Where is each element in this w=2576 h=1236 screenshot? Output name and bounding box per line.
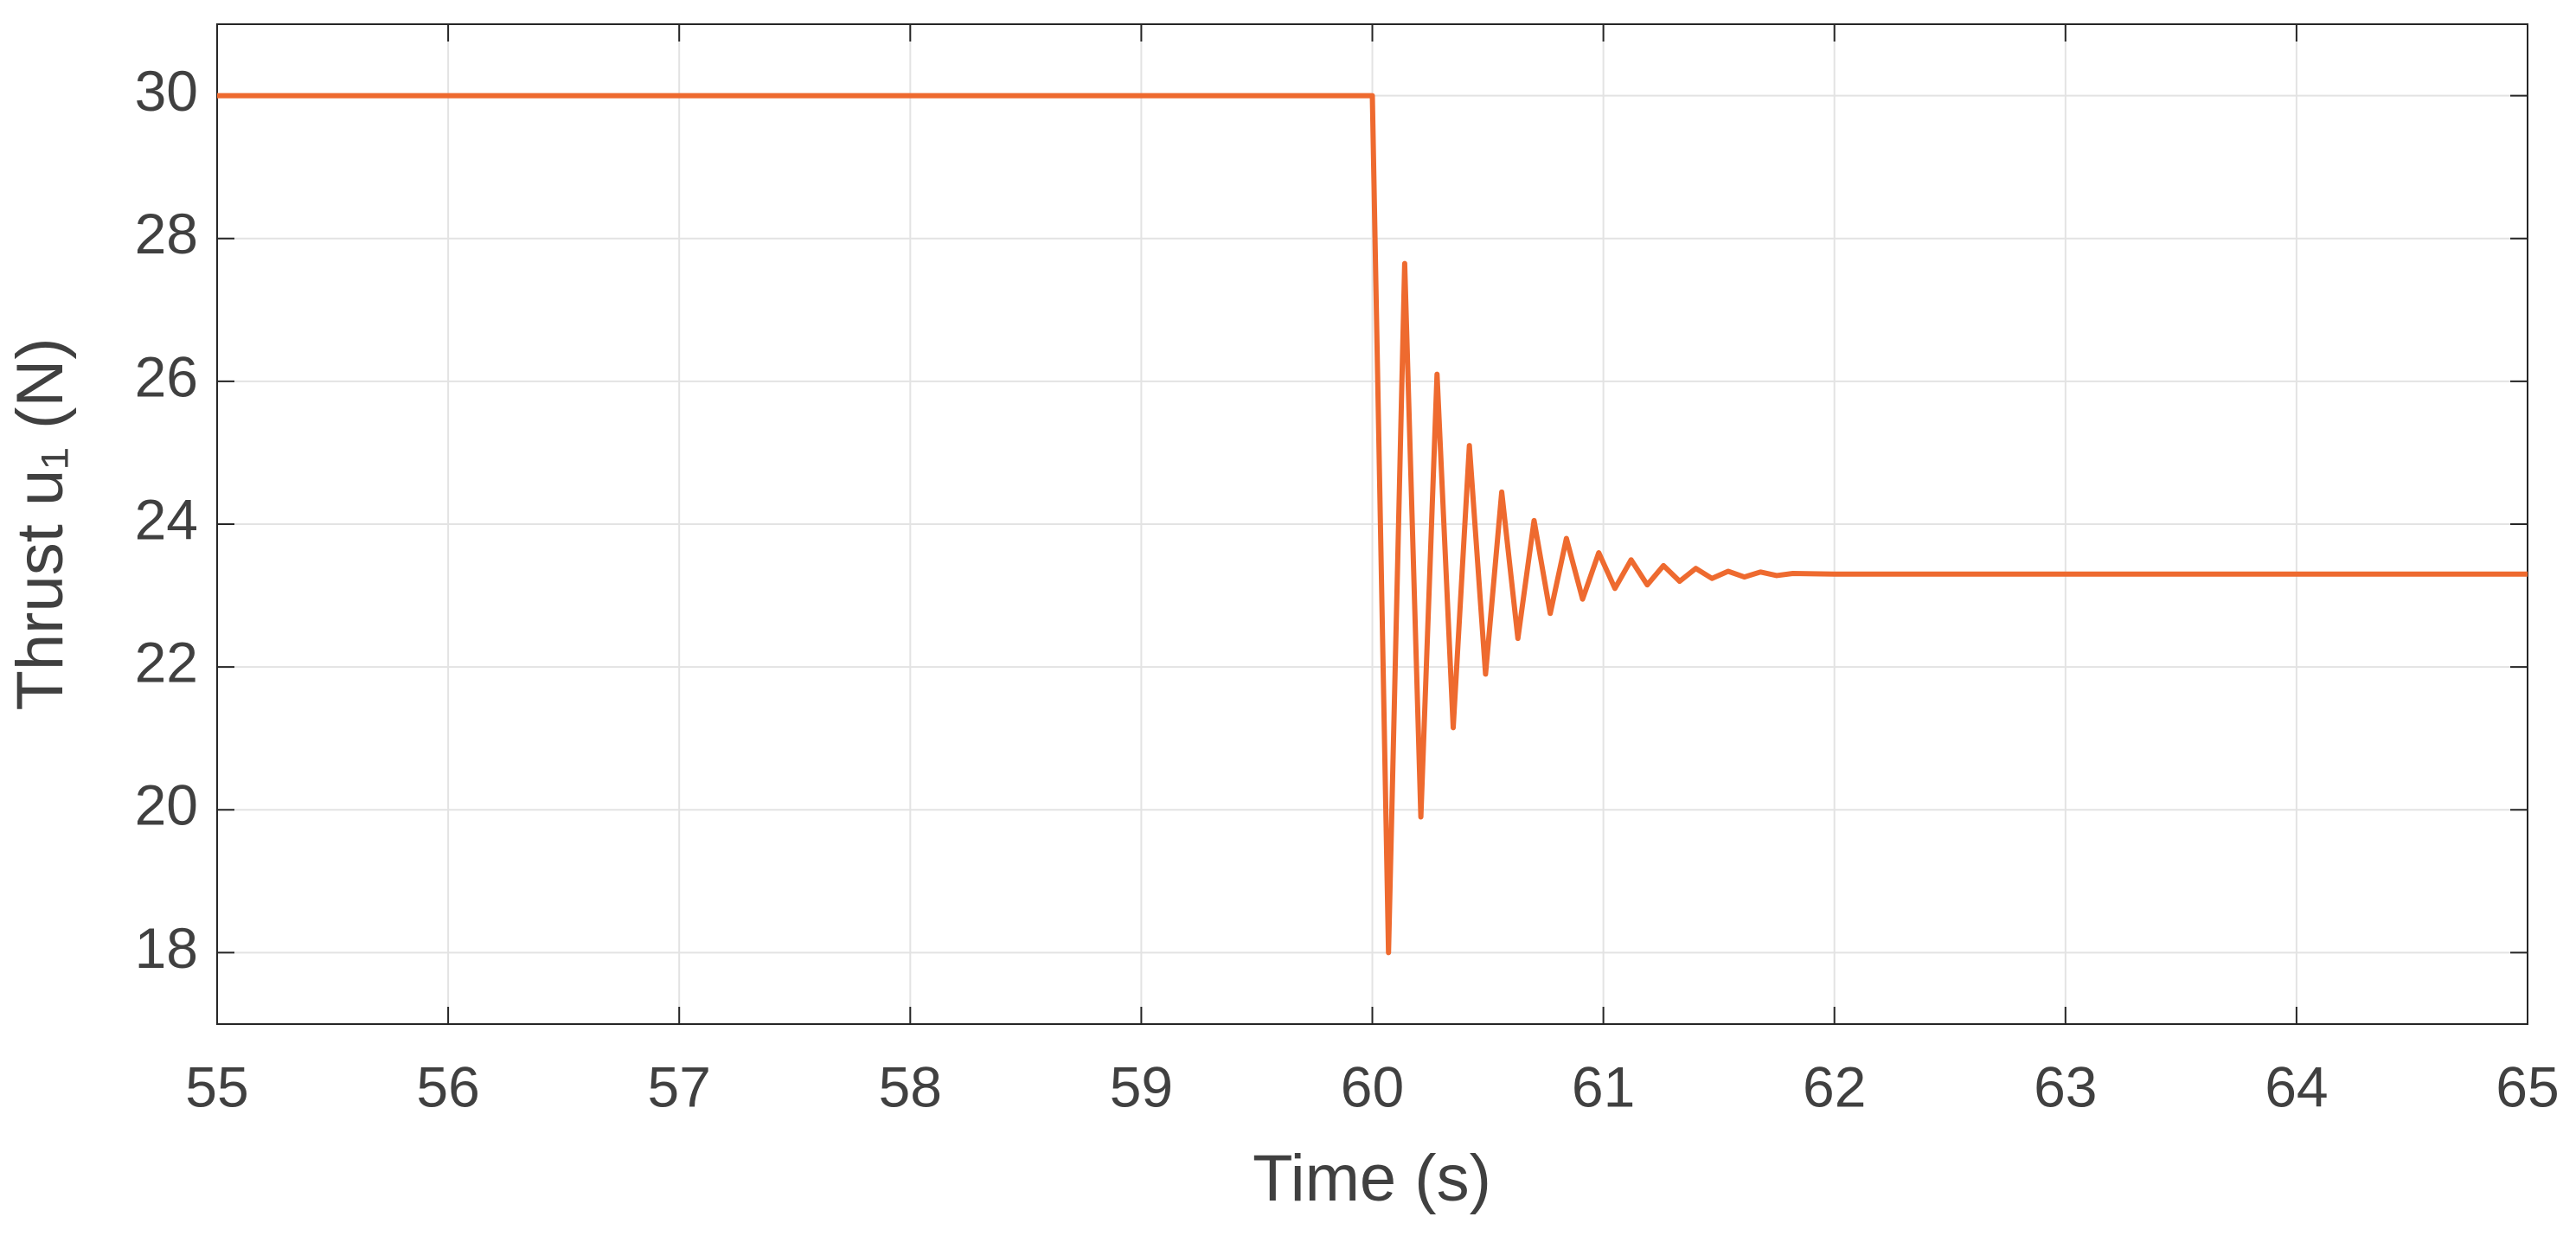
x-tick-label: 58: [879, 1054, 942, 1118]
x-tick-label: 59: [1110, 1054, 1173, 1118]
x-tick-label: 56: [416, 1054, 479, 1118]
x-tick-label: 57: [647, 1054, 710, 1118]
x-tick-label: 60: [1341, 1054, 1404, 1118]
x-axis-label: Time (s): [1253, 1142, 1491, 1215]
y-tick-label: 24: [135, 487, 198, 551]
data-line: [217, 93, 2528, 956]
x-tick-label: 64: [2265, 1054, 2328, 1118]
y-tick-label: 18: [135, 916, 198, 980]
x-tick-label: 62: [1803, 1054, 1866, 1118]
y-tick-label: 26: [135, 344, 198, 408]
x-tick-label: 65: [2496, 1054, 2559, 1118]
plot-frame: [216, 23, 2528, 1025]
y-axis-label: Thrust u₁ (N): [3, 337, 77, 710]
y-tick-label: 28: [135, 202, 198, 266]
x-tick-label: 55: [185, 1054, 248, 1118]
y-tick-label: 22: [135, 631, 198, 695]
y-tick-label: 30: [135, 59, 198, 123]
y-tick-label: 20: [135, 773, 198, 837]
x-tick-label: 63: [2034, 1054, 2097, 1118]
x-tick-label: 61: [1572, 1054, 1635, 1118]
